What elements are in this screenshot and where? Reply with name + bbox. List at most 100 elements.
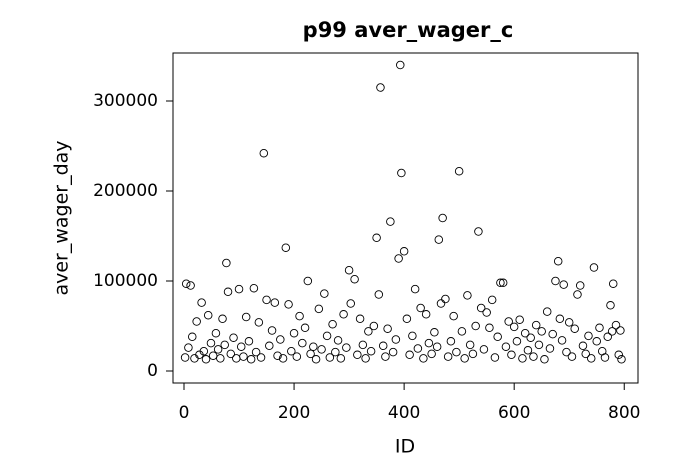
point [300,323,310,333]
point [364,327,373,336]
point [388,347,398,357]
point [520,328,530,338]
point [394,254,403,263]
point [564,318,574,327]
point [430,328,439,337]
point [355,314,365,324]
point [284,300,293,309]
point [342,343,351,352]
point [346,299,355,308]
point [584,331,593,341]
point [457,327,467,336]
point [216,354,225,363]
point [465,340,475,350]
point [353,350,362,360]
point [476,303,486,313]
point [416,303,425,313]
point [306,349,315,359]
point [287,346,296,356]
x-tick-label: 0 [179,403,190,423]
point [542,307,552,316]
point [562,347,571,357]
point [424,338,434,348]
point [607,327,617,336]
point [405,350,414,360]
point [441,294,450,304]
point [366,346,376,356]
point [339,310,348,319]
point [460,354,469,363]
point [570,324,579,333]
point [223,287,233,297]
point [573,290,582,299]
point [265,341,274,351]
point [600,353,610,362]
point [236,342,246,351]
point [201,355,211,364]
point [289,328,299,338]
point [490,353,500,362]
point [246,355,256,364]
point [452,347,461,357]
point [616,326,625,335]
point [555,314,565,324]
point [254,318,264,327]
point [531,320,541,330]
point [434,235,444,244]
point [557,336,567,345]
point [471,321,480,331]
point [548,329,557,339]
point [381,352,390,361]
point [617,355,626,364]
point [325,353,335,362]
point [256,353,266,362]
point [222,258,231,268]
point [181,279,191,288]
point [333,336,343,345]
point [199,346,209,356]
point [344,265,354,275]
point [206,338,216,348]
point [218,314,227,324]
point [180,353,190,362]
point [575,281,585,290]
point [378,341,388,351]
point [241,312,251,322]
point [512,337,522,346]
point [551,276,560,286]
point [496,278,505,288]
point [220,340,229,350]
point [383,324,392,333]
point [436,299,446,308]
point [608,279,618,288]
point [614,350,623,360]
point [515,315,524,324]
point [211,328,221,338]
point [537,327,546,336]
y-tick-label: 300000 [93,91,158,111]
point [251,347,261,357]
point [249,283,259,293]
point [611,320,621,330]
point [320,289,329,298]
point [603,332,612,342]
point [529,352,538,361]
point [523,346,533,355]
point [374,290,384,299]
point [213,345,223,354]
point [309,342,318,351]
point [369,321,379,331]
point [399,247,409,256]
point [376,83,385,92]
point [303,276,313,286]
point [438,213,447,223]
point [314,304,324,314]
point [479,345,489,354]
point [592,337,601,346]
point [540,355,549,364]
point [208,351,218,360]
point [386,217,395,226]
point [317,345,326,354]
point [396,60,405,70]
